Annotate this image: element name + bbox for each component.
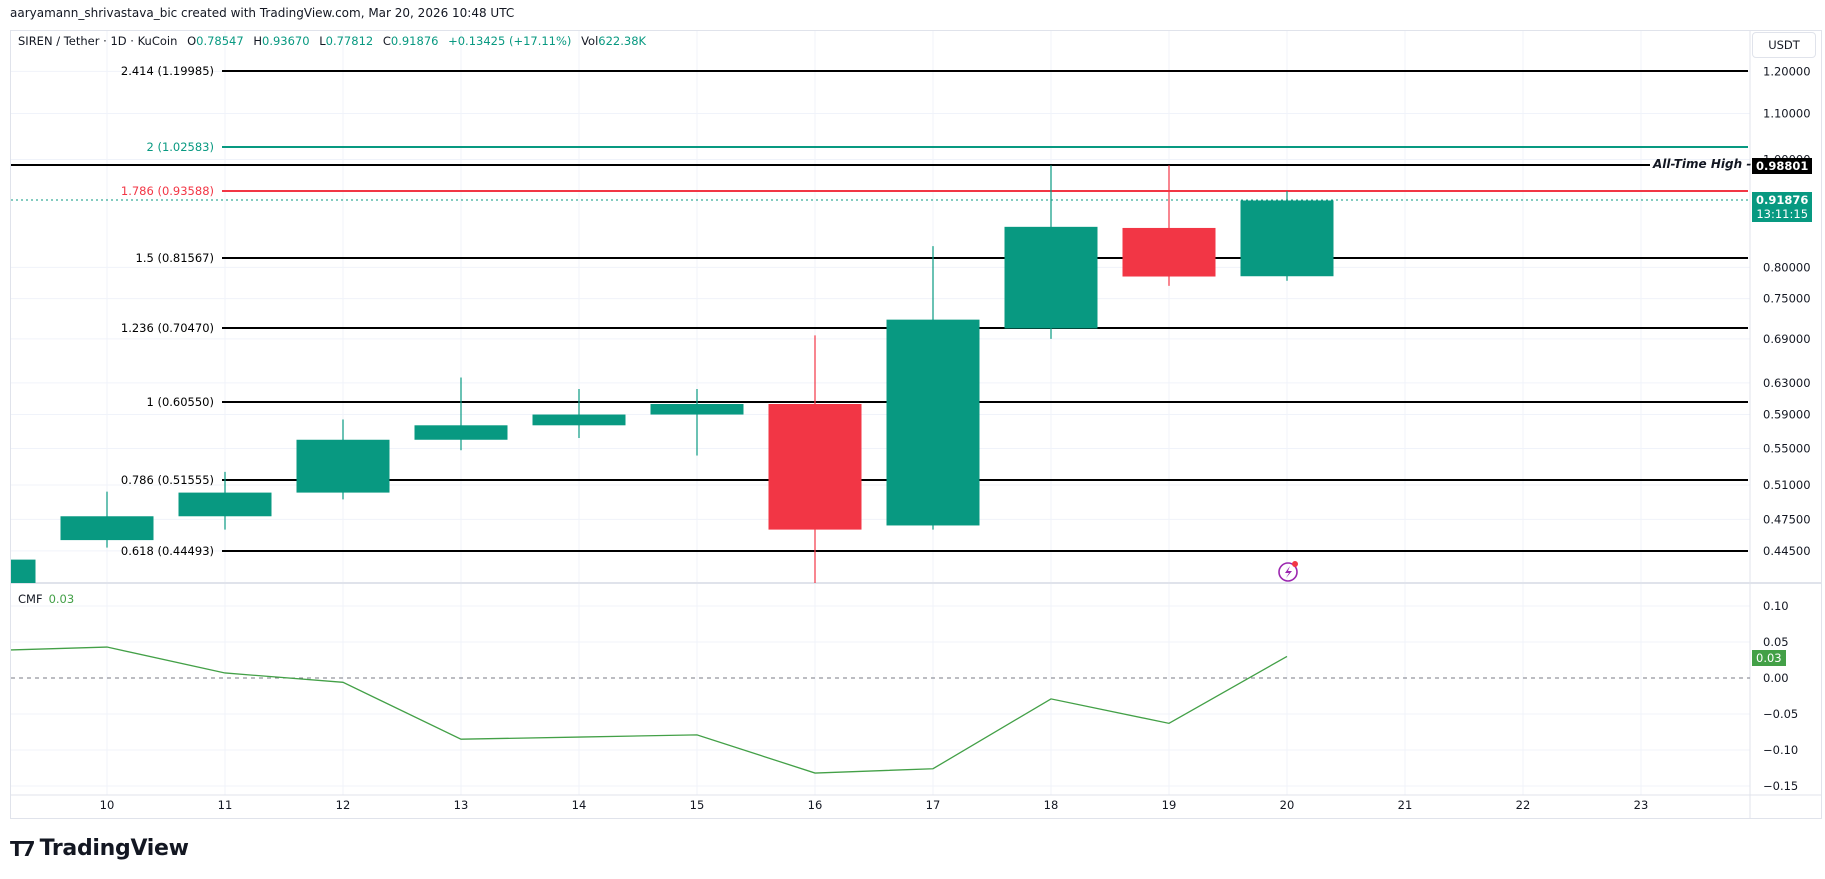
svg-text:0.00: 0.00 [1763, 671, 1789, 685]
candle-day-16[interactable] [768, 403, 862, 530]
chart-credit: aaryamann_shrivastava_bic created with T… [10, 6, 515, 20]
svg-text:0.10: 0.10 [1763, 599, 1789, 613]
symbol-title[interactable]: SIREN / Tether · 1D · KuCoin [18, 34, 178, 48]
candle-day-10[interactable] [60, 516, 154, 541]
svg-text:1.10000: 1.10000 [1763, 106, 1811, 120]
cmf-value: 0.03 [48, 592, 75, 606]
cmf-legend: CMF 0.03 [18, 592, 75, 606]
svg-text:2.414 (1.19985): 2.414 (1.19985) [121, 64, 214, 78]
svg-text:−0.05: −0.05 [1763, 707, 1798, 721]
svg-text:0.05: 0.05 [1763, 635, 1789, 649]
close-value: 0.91876 [390, 34, 439, 48]
svg-text:13: 13 [454, 798, 469, 812]
tradingview-logo[interactable]: T7 TradingView [10, 836, 189, 861]
svg-text:0.44500: 0.44500 [1763, 544, 1811, 558]
svg-text:22: 22 [1516, 798, 1531, 812]
svg-text:−0.10: −0.10 [1763, 743, 1798, 757]
svg-text:0.59000: 0.59000 [1763, 408, 1811, 422]
svg-text:1.5 (0.81567): 1.5 (0.81567) [136, 251, 214, 265]
candle-day-13[interactable] [414, 425, 508, 440]
tradingview-logo-icon: T7 [10, 836, 36, 861]
svg-text:0.786 (0.51555): 0.786 (0.51555) [121, 473, 214, 487]
volume-value: 622.38K [598, 34, 647, 48]
svg-text:0.63000: 0.63000 [1763, 376, 1811, 390]
chart-frame [10, 30, 1822, 819]
svg-text:14: 14 [572, 798, 587, 812]
svg-text:15: 15 [690, 798, 705, 812]
svg-text:16: 16 [808, 798, 823, 812]
symbol-legend: SIREN / Tether · 1D · KuCoin O0.78547 H0… [18, 34, 647, 48]
svg-text:2 (1.02583): 2 (1.02583) [146, 140, 214, 154]
svg-text:0.80000: 0.80000 [1763, 260, 1811, 274]
ath-price-tag: 0.98801 [1752, 158, 1813, 174]
high-value: 0.93670 [262, 34, 310, 48]
candle-day-14[interactable] [532, 414, 626, 426]
svg-text:1 (0.60550): 1 (0.60550) [146, 395, 214, 409]
candle-day-18[interactable] [1004, 226, 1098, 329]
svg-text:0.55000: 0.55000 [1763, 441, 1811, 455]
svg-text:20: 20 [1280, 798, 1295, 812]
svg-text:17: 17 [926, 798, 941, 812]
svg-text:0.75000: 0.75000 [1763, 292, 1811, 306]
svg-text:12: 12 [336, 798, 351, 812]
svg-text:1.20000: 1.20000 [1763, 64, 1811, 78]
cmf-value-tag: 0.03 [1752, 650, 1786, 666]
ath-label: All-Time High - [1653, 157, 1752, 171]
svg-text:23: 23 [1634, 798, 1649, 812]
low-value: 0.77812 [325, 34, 374, 48]
candle-day-20[interactable] [1240, 200, 1334, 277]
svg-text:11: 11 [218, 798, 233, 812]
candle-day-17[interactable] [886, 319, 980, 526]
svg-text:21: 21 [1398, 798, 1413, 812]
candle-day-15[interactable] [650, 403, 744, 415]
currency-unit-button[interactable]: USDT [1752, 32, 1816, 58]
svg-text:1.786 (0.93588): 1.786 (0.93588) [121, 184, 214, 198]
candle-day-11[interactable] [178, 492, 272, 517]
last-price-tag: 0.91876 13:11:15 [1752, 192, 1813, 222]
candle-day-9[interactable] [0, 559, 36, 603]
svg-text:1.236 (0.70470): 1.236 (0.70470) [121, 321, 214, 335]
open-value: 0.78547 [196, 34, 244, 48]
svg-text:−0.15: −0.15 [1763, 779, 1798, 793]
svg-text:0.47500: 0.47500 [1763, 512, 1811, 526]
lightning-icon[interactable] [1278, 561, 1298, 582]
svg-text:10: 10 [100, 798, 115, 812]
change-value: +0.13425 (+17.11%) [448, 34, 572, 48]
svg-text:18: 18 [1044, 798, 1059, 812]
bar-countdown: 13:11:15 [1756, 207, 1809, 221]
svg-text:0.69000: 0.69000 [1763, 332, 1811, 346]
svg-text:0.618 (0.44493): 0.618 (0.44493) [121, 544, 214, 558]
candle-day-19[interactable] [1122, 227, 1216, 277]
svg-text:19: 19 [1162, 798, 1177, 812]
svg-text:0.51000: 0.51000 [1763, 478, 1811, 492]
candle-day-12[interactable] [296, 439, 390, 493]
